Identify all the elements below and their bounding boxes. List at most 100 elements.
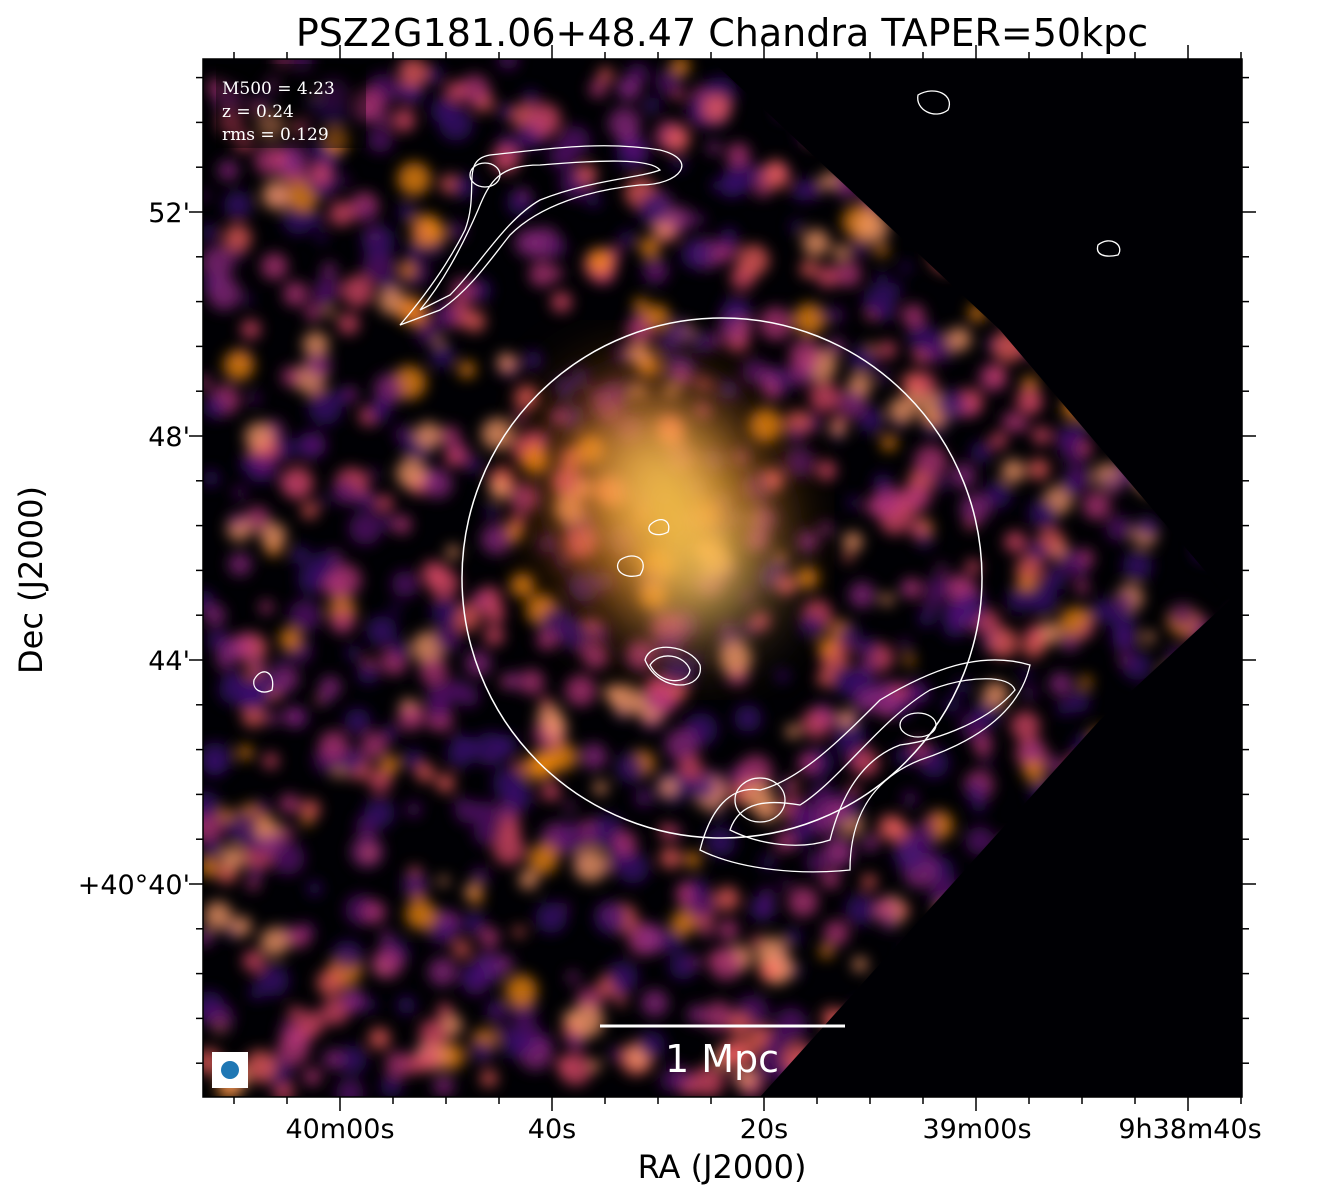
x-tick-label: 40s — [528, 1114, 576, 1145]
emission-blob — [681, 238, 712, 270]
emission-blob — [726, 142, 751, 167]
emission-blob — [658, 777, 679, 797]
emission-blob — [514, 228, 543, 257]
emission-blob — [203, 223, 219, 242]
emission-blob — [397, 995, 416, 1015]
emission-blob — [670, 826, 682, 839]
emission-blob — [268, 689, 280, 702]
emission-blob — [659, 1070, 681, 1092]
emission-blob — [925, 575, 952, 602]
emission-blob — [669, 682, 688, 701]
emission-blob — [226, 810, 260, 845]
emission-blob — [791, 179, 814, 202]
emission-blob — [415, 763, 435, 783]
emission-blob — [279, 793, 300, 814]
emission-blob — [878, 340, 897, 359]
emission-blob — [379, 515, 394, 529]
emission-blob — [724, 160, 758, 194]
emission-blob — [256, 964, 290, 997]
emission-blob — [702, 82, 719, 98]
emission-blob — [873, 486, 903, 517]
emission-blob — [1026, 398, 1040, 412]
emission-blob — [717, 919, 739, 941]
emission-blob — [308, 137, 327, 156]
emission-blob — [559, 902, 570, 913]
emission-blob — [348, 511, 382, 545]
x-tick-label: 40m00s — [285, 1114, 394, 1145]
emission-blob — [628, 343, 651, 365]
emission-blob — [742, 780, 774, 811]
emission-blob — [260, 927, 290, 957]
emission-blob — [809, 381, 841, 413]
emission-blob — [687, 1005, 707, 1025]
emission-blob — [249, 985, 264, 1001]
emission-blob — [1059, 632, 1080, 652]
emission-blob — [820, 869, 841, 890]
emission-blob — [861, 874, 877, 890]
emission-blob — [259, 600, 274, 615]
emission-blob — [720, 227, 737, 244]
emission-blob — [964, 404, 977, 417]
emission-blob — [612, 830, 638, 856]
emission-blob — [594, 901, 628, 935]
emission-blob — [1100, 473, 1115, 487]
emission-blob — [362, 249, 396, 283]
emission-blob — [414, 422, 442, 449]
emission-blob — [505, 974, 538, 1007]
emission-blob — [459, 964, 485, 989]
emission-blob — [428, 957, 457, 987]
emission-blob — [203, 790, 220, 820]
emission-blob — [315, 231, 327, 243]
emission-blob — [479, 927, 500, 948]
emission-blob — [829, 665, 859, 695]
emission-blob — [316, 969, 344, 997]
emission-blob — [568, 570, 600, 602]
emission-blob — [223, 349, 255, 381]
emission-blob — [359, 205, 374, 220]
emission-blob — [203, 809, 225, 843]
emission-blob — [1118, 653, 1130, 666]
emission-blob — [406, 241, 423, 258]
emission-blob — [867, 658, 880, 671]
emission-blob — [900, 262, 912, 274]
emission-blob — [439, 425, 461, 447]
emission-blob — [436, 1002, 453, 1019]
emission-blob — [447, 221, 466, 240]
emission-blob — [397, 162, 432, 196]
emission-blob — [303, 1067, 322, 1086]
emission-blob — [1048, 672, 1073, 696]
emission-blob — [714, 886, 740, 912]
emission-blob — [405, 898, 436, 930]
emission-blob — [1074, 580, 1090, 595]
emission-blob — [229, 513, 245, 529]
emission-blob — [678, 755, 703, 780]
emission-blob — [923, 596, 940, 612]
emission-blob — [438, 921, 455, 939]
emission-blob — [497, 352, 516, 372]
emission-blob — [405, 801, 422, 818]
emission-blob — [535, 901, 567, 934]
emission-blob — [550, 408, 566, 425]
emission-blob — [540, 696, 552, 708]
emission-blob — [355, 494, 369, 508]
emission-blob — [318, 77, 349, 108]
emission-blob — [701, 93, 731, 123]
emission-blob — [380, 1075, 402, 1097]
emission-blob — [260, 442, 274, 456]
emission-blob — [328, 200, 355, 227]
emission-blob — [1142, 630, 1155, 644]
y-tick-label: 44' — [148, 646, 190, 677]
emission-blob — [965, 559, 981, 575]
emission-blob — [419, 656, 448, 686]
emission-blob — [367, 127, 393, 153]
emission-blob — [458, 360, 476, 379]
emission-blob — [637, 1030, 666, 1059]
emission-blob — [261, 180, 291, 210]
emission-blob — [691, 331, 714, 354]
emission-blob — [231, 915, 252, 937]
emission-blob — [769, 556, 788, 575]
emission-blob — [809, 783, 836, 810]
emission-blob — [368, 468, 380, 480]
emission-blob — [207, 276, 242, 311]
emission-blob — [452, 603, 481, 632]
